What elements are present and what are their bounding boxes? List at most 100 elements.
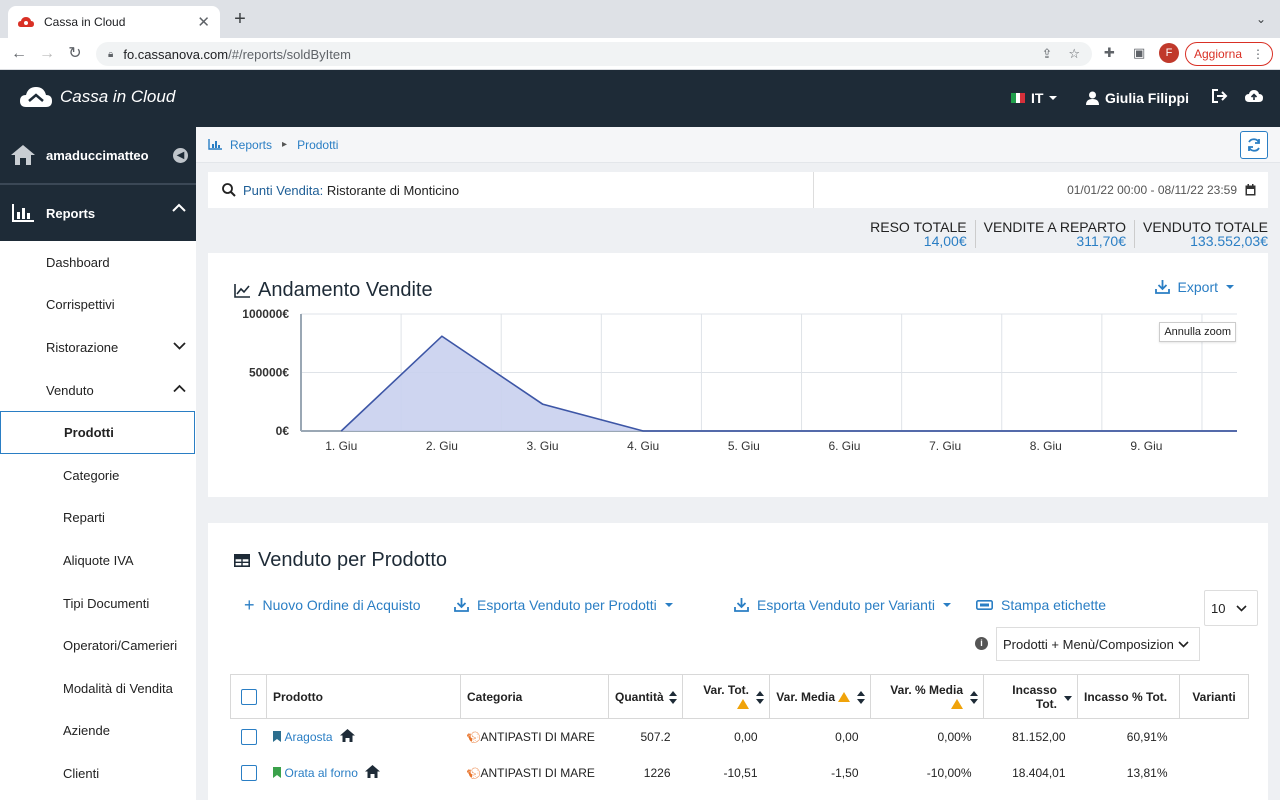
page-size-select[interactable]: 10 [1204, 590, 1258, 626]
product-link[interactable]: Aragosta [284, 730, 333, 745]
sidebar-item-ristorazione[interactable]: Ristorazione [0, 326, 196, 369]
print-labels-button[interactable]: Stampa etichette [976, 597, 1106, 613]
product-type-select[interactable]: Prodotti + Menù/Composizion [996, 627, 1200, 661]
export-variants-button[interactable]: Esporta Venduto per Varianti [734, 597, 951, 613]
sort-icon [756, 691, 764, 707]
extensions-puzzle-icon[interactable]: ✚ [1104, 45, 1115, 60]
product-cell[interactable]: Orata al forno [267, 755, 461, 791]
more-vert-icon: ⋮ [1252, 47, 1265, 61]
sidebar-item-dashboard[interactable]: Dashboard [0, 241, 196, 284]
export-button[interactable]: Export [1154, 279, 1234, 295]
export-products-button[interactable]: Esporta Venduto per Prodotti [454, 597, 673, 613]
sidebar-item-venduto[interactable]: Venduto [0, 369, 196, 412]
caret-down-icon [1226, 285, 1234, 289]
chevron-down-icon [173, 342, 186, 350]
language-selector[interactable]: IT [1011, 90, 1058, 106]
chevron-down-icon [1236, 605, 1247, 612]
product-link[interactable]: Orata al forno [284, 766, 358, 780]
sold-by-product-table: Prodotto Categoria Quantità Var. Tot. Va… [230, 674, 1249, 791]
tab-search-chevron-icon[interactable]: ⌄ [1255, 12, 1266, 26]
sidebar-user[interactable]: amaduccimatteo ◀ [0, 127, 196, 183]
breadcrumb-current[interactable]: Prodotti [297, 137, 339, 152]
row-checkbox-cell[interactable] [231, 719, 267, 755]
caret-down-icon [664, 603, 673, 607]
sidebar-item-reports[interactable]: Reports [0, 185, 196, 241]
sidebar-item-corrispettivi[interactable]: Corrispettivi [0, 284, 196, 327]
bookmark-star-icon[interactable]: ☆ [1068, 46, 1080, 61]
user-menu[interactable]: Giulia Filippi [1086, 90, 1189, 106]
column-header-var-pct-media[interactable]: Var. % Media [870, 674, 984, 719]
row-checkbox[interactable] [240, 728, 257, 745]
shrimp-icon: 🍤︎ [466, 731, 481, 744]
refresh-icon [1248, 138, 1260, 152]
tab-close-icon[interactable]: ✕ [197, 14, 210, 31]
update-browser-button[interactable]: Aggiorna ⋮ [1185, 42, 1273, 66]
incasso-pct-cell: 60,91% [1126, 729, 1168, 744]
row-checkbox-cell[interactable] [231, 755, 267, 791]
back-arrow-icon[interactable]: ← [11, 45, 27, 62]
logout-icon[interactable] [1212, 89, 1228, 103]
sidebar-item-operatori[interactable]: Operatori/Camerieri [0, 624, 196, 667]
sidebar-item-modalita-vendita[interactable]: Modalità di Vendita [0, 667, 196, 710]
new-tab-icon[interactable]: + [234, 8, 246, 30]
date-range-picker[interactable]: 01/01/22 00:00 - 08/11/22 23:59 [814, 183, 1268, 197]
column-header-categoria[interactable]: Categoria [460, 674, 609, 719]
table-header-row: Prodotto Categoria Quantità Var. Tot. Va… [230, 674, 1249, 719]
browser-toolbar: ← → ↻ 🔒︎ fo.cassanova.com/#/reports/sold… [0, 38, 1280, 70]
sidebar-item-aziende[interactable]: Aziende [0, 710, 196, 753]
column-header-var-media[interactable]: Var. Media [769, 674, 871, 719]
refresh-button[interactable] [1240, 131, 1268, 159]
sidebar-item-aliquote-iva[interactable]: Aliquote IVA [0, 539, 196, 582]
column-header-var-tot[interactable]: Var. Tot. [682, 674, 770, 719]
select-all-checkbox[interactable] [240, 688, 257, 705]
y-tick-label: 0€ [276, 424, 290, 438]
totals-summary: Reso Totale 14,00€ Vendite a Reparto 311,7… [862, 220, 1268, 248]
select-all-checkbox-cell[interactable] [230, 674, 267, 719]
sidebar-item-reparti[interactable]: Reparti [0, 497, 196, 540]
collapse-sidebar-icon[interactable]: ◀ [173, 148, 188, 163]
x-tick-label: 9. Giu [1130, 439, 1162, 453]
sidebar-item-tipi-documenti[interactable]: Tipi Documenti [0, 582, 196, 625]
profile-avatar[interactable]: F [1159, 43, 1179, 63]
sidebar-item-categorie[interactable]: Categorie [0, 454, 196, 497]
column-header-prodotto[interactable]: Prodotto [266, 674, 461, 719]
sidebar-item-label: Venduto [46, 382, 94, 398]
download-icon [454, 598, 469, 612]
share-icon[interactable]: ⇪ [1041, 46, 1053, 61]
table-row[interactable]: Aragosta 🍤︎ANTIPASTI DI MARE 507.2 0,00 … [231, 719, 1249, 755]
table-row[interactable]: Orata al forno 🍤︎ANTIPASTI DI MARE 1226 … [231, 755, 1249, 791]
sales-trend-chart[interactable]: 0€ 50000€ 100000€ 1. Giu 2. Giu 3. Giu 4. Giu 5… [208, 253, 1268, 497]
breadcrumb-reports-link[interactable]: Reports [230, 137, 273, 152]
sidebar-item-prodotti[interactable]: Prodotti [0, 411, 195, 454]
browser-tab[interactable]: Cassa in Cloud ✕ [8, 6, 220, 38]
export-label: Export [1177, 279, 1218, 295]
x-tick-label: 2. Giu [426, 439, 458, 453]
info-icon[interactable]: i [975, 637, 988, 650]
reload-icon[interactable]: ↻ [68, 45, 82, 62]
italy-flag-icon [1011, 93, 1026, 103]
total-department-sales: Vendite a Reparto 311,70€ [976, 220, 1135, 248]
product-cell[interactable]: Aragosta [267, 719, 461, 755]
cloud-sync-icon[interactable] [1245, 89, 1263, 103]
variants-cell [1180, 755, 1249, 791]
row-checkbox[interactable] [240, 764, 257, 781]
store-filter[interactable]: Punti Vendita: Ristorante di Monticino [208, 172, 814, 208]
side-panel-icon[interactable]: ▣ [1133, 45, 1146, 60]
incasso-cell: 81.152,00 [1012, 729, 1066, 744]
cloud-favicon-icon [18, 17, 34, 27]
user-icon [1086, 91, 1099, 105]
app-logo[interactable]: Cassa in Cloud [20, 86, 175, 108]
column-header-quantita[interactable]: Quantità [608, 674, 683, 719]
column-header-varianti[interactable]: Varianti [1179, 674, 1249, 719]
sidebar-item-clienti[interactable]: Clienti [0, 752, 196, 795]
reset-zoom-button[interactable]: Annulla zoom [1159, 322, 1236, 342]
sidebar-user-name: amaduccimatteo [46, 147, 149, 163]
var-media-cell: -1,50 [831, 765, 859, 780]
column-header-incasso-pct[interactable]: Incasso % Tot. [1077, 674, 1180, 719]
column-header-incasso-tot[interactable]: Incasso Tot. [983, 674, 1078, 719]
url-text: fo.cassanova.com/#/reports/soldByItem [123, 46, 351, 62]
label-printer-icon [976, 599, 993, 610]
forward-arrow-icon[interactable]: → [39, 45, 55, 62]
new-purchase-order-button[interactable]: + Nuovo Ordine di Acquisto [244, 596, 421, 614]
address-bar[interactable]: 🔒︎ fo.cassanova.com/#/reports/soldByItem… [96, 42, 1092, 66]
